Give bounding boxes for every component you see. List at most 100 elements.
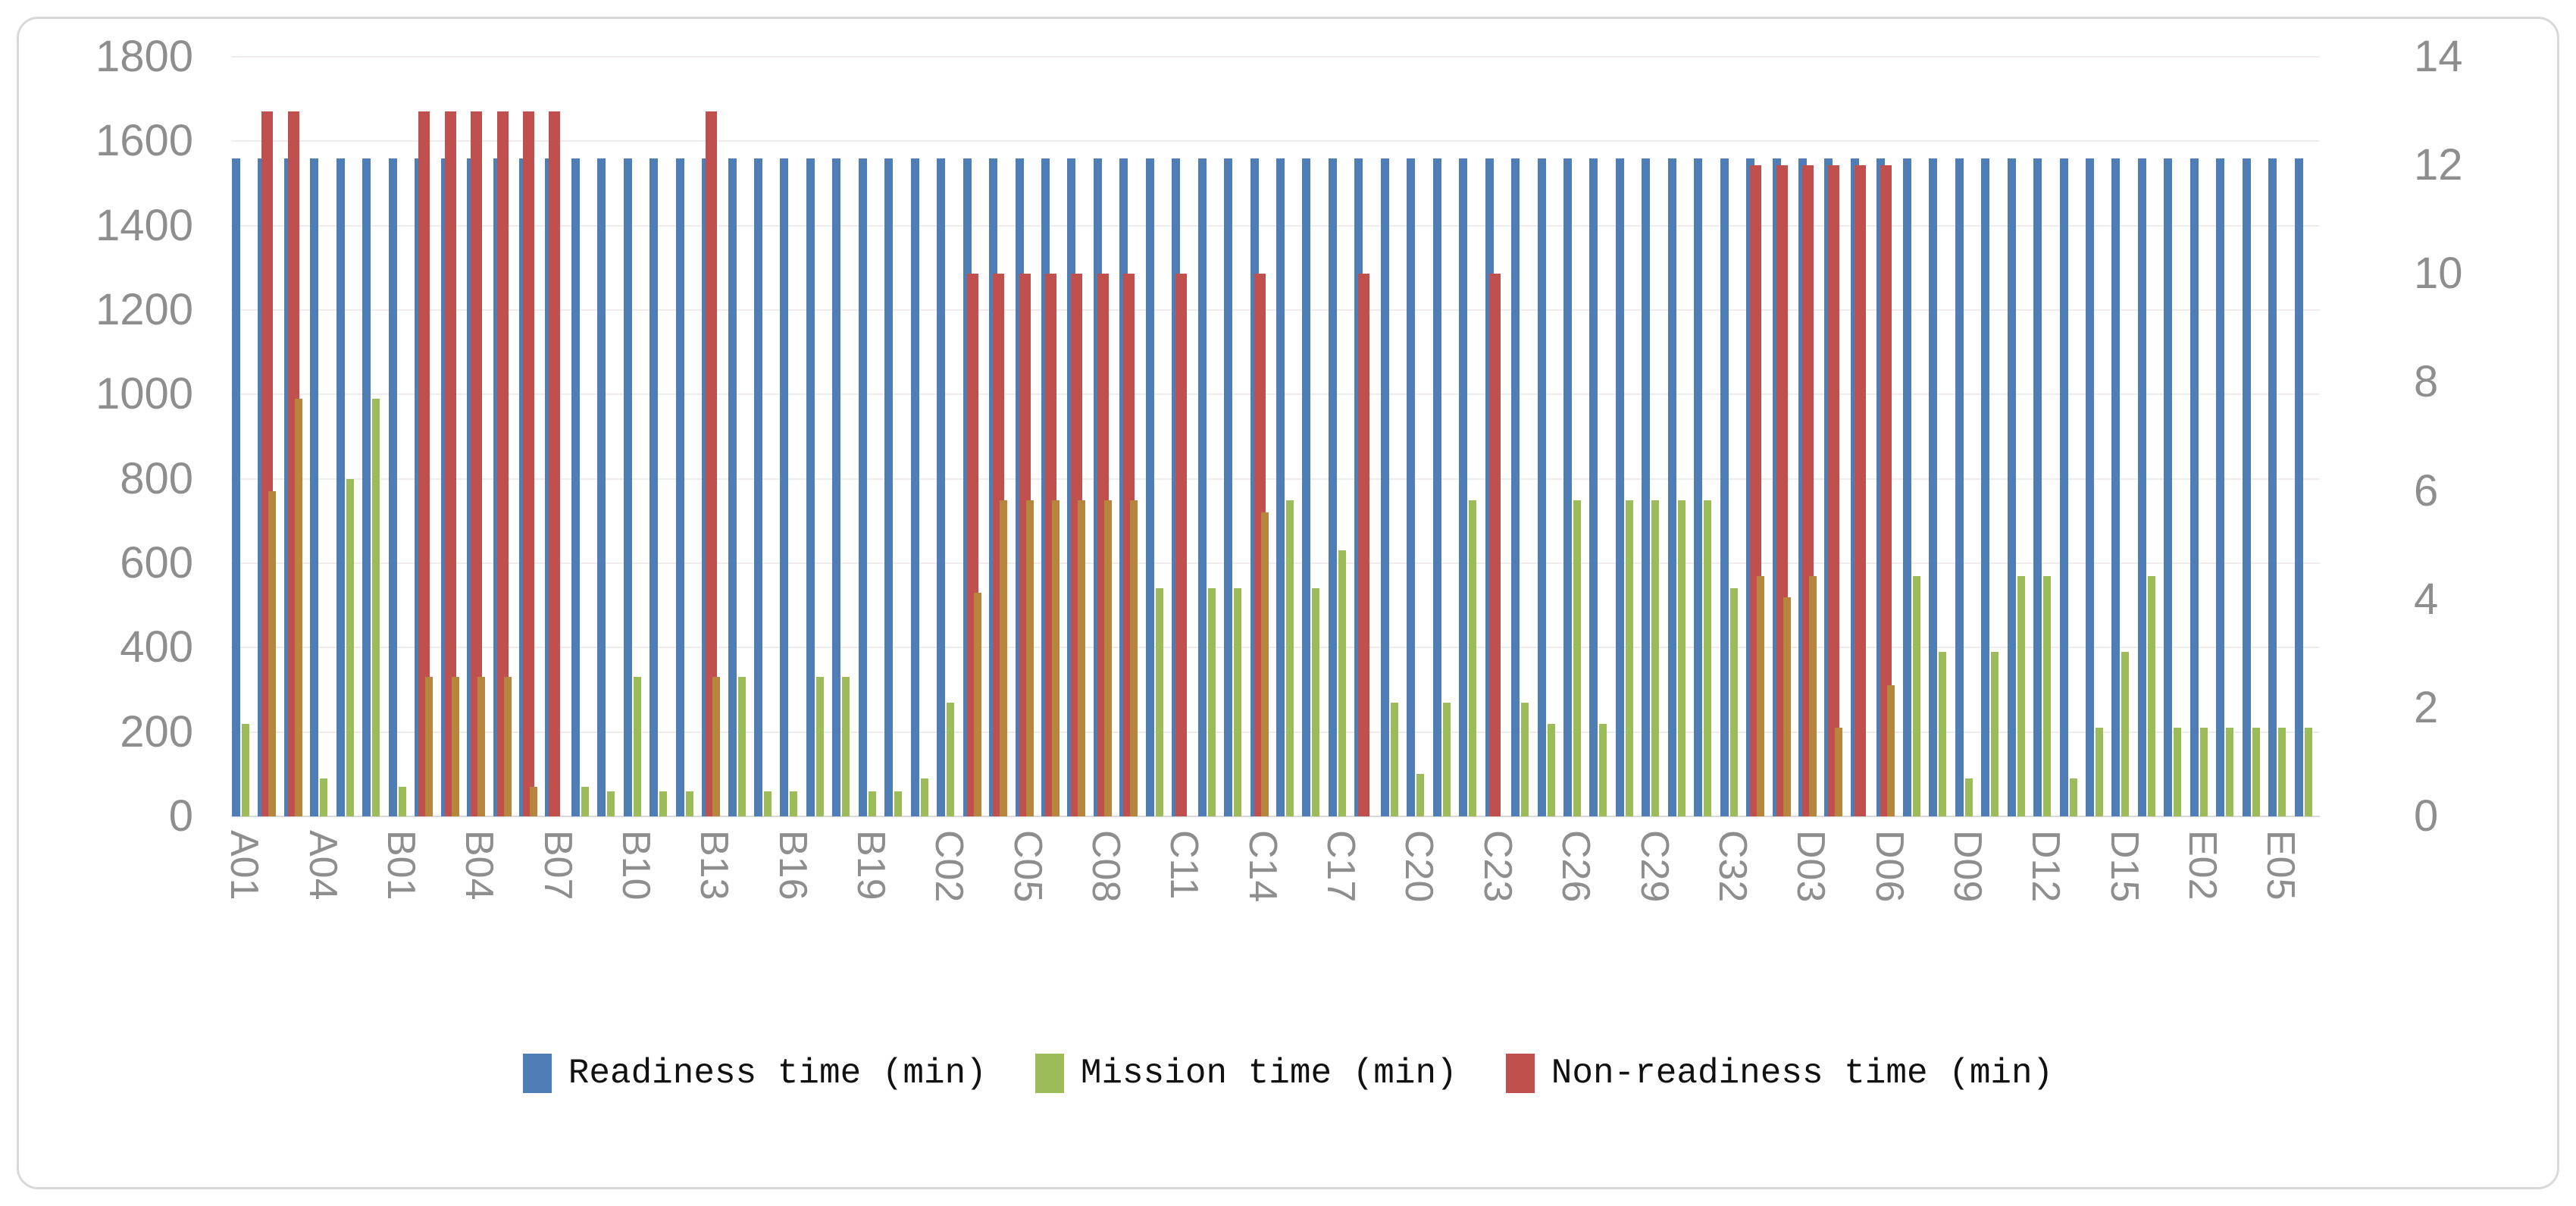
category-slot	[2111, 57, 2136, 816]
mission-bar	[947, 702, 955, 816]
right-axis-tick-label: 0	[2414, 791, 2439, 841]
category-slot	[1066, 57, 1092, 816]
left-axis-tick-label: 200	[120, 706, 193, 756]
readiness-bar	[910, 158, 919, 816]
category-slot	[1041, 57, 1066, 816]
mission-bar	[1939, 651, 1947, 816]
non-readiness-bar	[706, 111, 718, 816]
mission-bar	[581, 787, 589, 816]
mission-bar	[1964, 778, 1973, 816]
readiness-bar	[1720, 158, 1729, 816]
category-slot	[1171, 57, 1197, 816]
right-axis-tick-label: 6	[2414, 465, 2439, 515]
mission-bar	[2278, 728, 2286, 816]
mission-bar-overlapped	[451, 677, 459, 816]
category-slot	[753, 57, 779, 816]
category-slot	[1432, 57, 1458, 816]
category-slot	[649, 57, 675, 816]
x-axis-tick-label: E02	[2180, 830, 2224, 901]
readiness-bar	[1145, 158, 1154, 816]
category-slot	[2242, 57, 2268, 816]
category-slot	[1902, 57, 1928, 816]
right-axis-tick-label: 14	[2414, 32, 2463, 81]
category-slot	[1458, 57, 1484, 816]
mission-bar	[1469, 500, 1477, 816]
x-axis-tick-label: C20	[1397, 830, 1441, 903]
readiness-bar	[884, 158, 894, 816]
right-axis-tick-label: 4	[2414, 574, 2439, 624]
x-axis-tick-label: C05	[1005, 830, 1050, 903]
mission-bar	[1286, 500, 1294, 816]
readiness-bar	[1902, 158, 1911, 816]
right-axis-tick-label: 10	[2414, 249, 2463, 299]
mission-bar	[737, 677, 746, 816]
category-slot	[571, 57, 596, 816]
mission-bar	[1547, 723, 1555, 816]
category-slot	[1798, 57, 1823, 816]
category-slot	[2007, 57, 2033, 816]
left-axis-tick-label: 0	[168, 791, 193, 841]
category-slot	[1667, 57, 1693, 816]
gridline	[231, 478, 2320, 480]
category-slot	[1275, 57, 1301, 816]
category-slot	[309, 57, 335, 816]
non-readiness-bar	[496, 111, 509, 816]
mission-bar	[1234, 588, 1242, 816]
mission-bar	[790, 791, 798, 816]
x-axis-tick-label: B07	[535, 830, 580, 901]
mission-bar	[842, 677, 850, 816]
non-readiness-bar	[522, 111, 534, 816]
category-slot	[1720, 57, 1745, 816]
x-axis-line	[231, 816, 2320, 817]
category-slot	[2189, 57, 2215, 816]
category-slot	[336, 57, 362, 816]
gridline	[231, 309, 2320, 311]
category-slot	[1380, 57, 1406, 816]
readiness-bar	[362, 158, 371, 816]
non-readiness-bar	[1358, 274, 1370, 816]
legend-label-mission: Mission time (min)	[1080, 1054, 1457, 1093]
category-slot	[936, 57, 962, 816]
category-slot	[962, 57, 988, 816]
mission-bar	[372, 398, 380, 816]
readiness-bar	[780, 158, 789, 816]
x-axis-tick-label: D03	[1789, 830, 1833, 903]
category-slot	[1145, 57, 1171, 816]
mission-bar	[1704, 500, 1712, 816]
mission-bar-overlapped	[529, 787, 537, 816]
readiness-bar	[1432, 158, 1441, 816]
readiness-bar	[1955, 158, 1964, 816]
readiness-bar	[2085, 158, 2094, 816]
readiness-swatch-icon	[522, 1054, 552, 1093]
mission-bar	[1207, 588, 1216, 816]
category-slot	[388, 57, 414, 816]
left-axis-tick-label: 800	[120, 453, 193, 503]
mission-bar	[1991, 651, 1999, 816]
mission-bar-overlapped	[294, 398, 302, 816]
non-readiness-bar	[1854, 165, 1866, 816]
category-slot	[779, 57, 805, 816]
x-axis-tick-label: C29	[1632, 830, 1676, 903]
category-slot	[1197, 57, 1223, 816]
left-axis-tick-label: 600	[120, 538, 193, 587]
readiness-bar	[2189, 158, 2199, 816]
mission-bar	[868, 791, 876, 816]
mission-bar	[1390, 702, 1398, 816]
readiness-bar	[388, 158, 397, 816]
x-axis-tick-label: E05	[2258, 830, 2303, 901]
category-slot	[1354, 57, 1379, 816]
category-slot	[440, 57, 466, 816]
category-slot	[1928, 57, 1954, 816]
mission-bar	[1729, 588, 1738, 816]
mission-bar-overlapped	[1130, 500, 1138, 816]
mission-bar-overlapped	[1260, 512, 1269, 816]
readiness-bar	[2242, 158, 2251, 816]
readiness-bar	[1459, 158, 1468, 816]
category-slot	[1823, 57, 1849, 816]
mission-bar	[1651, 500, 1660, 816]
mission-bar	[1912, 575, 1920, 816]
category-slot	[858, 57, 884, 816]
x-axis-tick-label: B10	[613, 830, 658, 901]
category-slot	[1510, 57, 1536, 816]
readiness-bar	[1537, 158, 1546, 816]
